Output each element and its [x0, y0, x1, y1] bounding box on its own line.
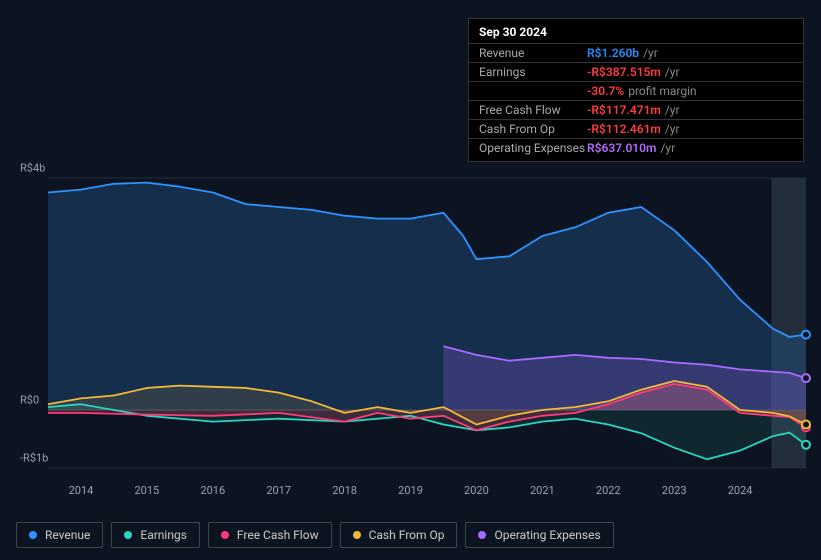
x-axis-label: 2022 — [596, 484, 621, 497]
legend-item-free-cash-flow[interactable]: Free Cash Flow — [208, 522, 332, 548]
x-axis-label: 2024 — [728, 484, 753, 497]
legend-item-revenue[interactable]: Revenue — [16, 522, 103, 548]
legend-dot-icon — [124, 531, 132, 539]
legend-dot-icon — [478, 531, 486, 539]
chart — [0, 0, 821, 560]
legend-dot-icon — [221, 531, 229, 539]
x-axis-label: 2021 — [530, 484, 555, 497]
y-axis-label: -R$1b — [20, 452, 48, 465]
x-axis-label: 2018 — [332, 484, 357, 497]
y-axis-label: R$4b — [20, 162, 45, 175]
legend-label: Operating Expenses — [494, 528, 600, 542]
x-axis-label: 2023 — [662, 484, 687, 497]
x-axis-label: 2015 — [134, 484, 159, 497]
x-axis-label: 2014 — [69, 484, 94, 497]
legend-label: Free Cash Flow — [237, 528, 319, 542]
legend-dot-icon — [353, 531, 361, 539]
legend-label: Earnings — [140, 528, 187, 542]
x-axis-label: 2020 — [464, 484, 489, 497]
y-axis-label: R$0 — [20, 394, 39, 407]
legend-label: Cash From Op — [369, 528, 445, 542]
legend-dot-icon — [29, 531, 37, 539]
x-axis-label: 2019 — [398, 484, 423, 497]
x-axis-label: 2017 — [266, 484, 291, 497]
legend-item-earnings[interactable]: Earnings — [111, 522, 200, 548]
legend-label: Revenue — [45, 528, 90, 542]
legend-item-cash-from-op[interactable]: Cash From Op — [340, 522, 458, 548]
x-axis-label: 2016 — [200, 484, 225, 497]
legend: Revenue Earnings Free Cash Flow Cash From O… — [16, 522, 614, 548]
legend-item-operating-expenses[interactable]: Operating Expenses — [465, 522, 613, 548]
